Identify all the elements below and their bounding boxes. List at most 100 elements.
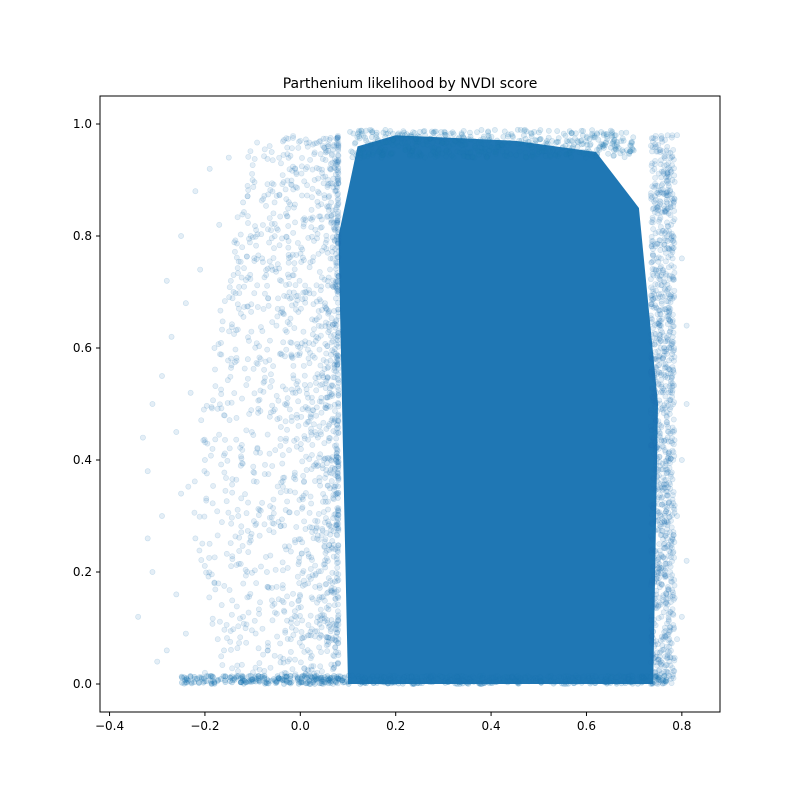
scatter-point [333, 458, 340, 465]
scatter-point [218, 386, 225, 393]
scatter-point [335, 652, 342, 658]
scatter-point [315, 322, 322, 329]
scatter-point [277, 309, 284, 316]
scatter-point [243, 427, 250, 434]
scatter-point [667, 149, 674, 156]
scatter-point [652, 295, 658, 301]
scatter-point [333, 453, 340, 460]
scatter-point [260, 651, 267, 658]
scatter-point [313, 524, 320, 530]
scatter-point [239, 543, 246, 549]
scatter-point [648, 243, 655, 250]
scatter-point [261, 521, 268, 528]
scatter-point [651, 527, 658, 534]
scatter-point [299, 582, 306, 589]
scatter-point [608, 673, 615, 680]
scatter-point [335, 144, 342, 151]
scatter-point [648, 142, 654, 149]
scatter-point [659, 267, 666, 274]
scatter-point [308, 466, 315, 472]
scatter-point [663, 600, 669, 606]
scatter-point [281, 311, 287, 318]
scatter-point [206, 569, 213, 576]
scatter-point [201, 562, 208, 569]
scatter-point [328, 417, 335, 424]
scatter-point [229, 597, 236, 604]
scatter-point [290, 362, 297, 369]
scatter-point [335, 353, 342, 359]
scatter-point [661, 235, 668, 242]
scatter-point [310, 535, 317, 542]
scatter-point [670, 245, 677, 251]
scatter-point [290, 590, 296, 597]
scatter-point [332, 283, 339, 289]
scatter-point [294, 351, 301, 358]
scatter-point [240, 580, 247, 587]
scatter-point [653, 659, 660, 666]
scatter-point [657, 637, 664, 644]
scatter-point [292, 656, 298, 663]
scatter-point [282, 386, 289, 393]
scatter-point [326, 203, 333, 210]
scatter-point [313, 404, 320, 411]
scatter-point [257, 599, 263, 606]
scatter-point [654, 444, 660, 450]
scatter-point [261, 192, 268, 199]
scatter-point [298, 679, 305, 686]
scatter-point [652, 447, 659, 454]
scatter-point [322, 581, 329, 588]
scatter-point [333, 187, 340, 194]
scatter-point [312, 374, 319, 381]
scatter-point [651, 578, 658, 585]
scatter-point [653, 444, 660, 451]
scatter-point [326, 455, 333, 462]
x-tick-label: 0.6 [577, 719, 596, 733]
scatter-point [261, 668, 268, 674]
scatter-point [246, 593, 253, 600]
scatter-point [655, 295, 661, 301]
scatter-point [335, 527, 342, 534]
scatter-point [656, 671, 663, 678]
scatter-point [287, 548, 294, 555]
scatter-point [302, 217, 309, 224]
scatter-point [657, 332, 664, 338]
scatter-point [333, 622, 340, 629]
scatter-point [278, 160, 284, 167]
scatter-point [310, 663, 317, 669]
scatter-point [542, 148, 549, 154]
scatter-point [324, 620, 331, 626]
scatter-point [259, 255, 266, 262]
scatter-point [659, 293, 666, 300]
scatter-point [666, 309, 672, 316]
scatter-point [334, 470, 341, 477]
scatter-point [265, 584, 272, 591]
scatter-point [661, 680, 668, 687]
scatter-point [307, 413, 314, 420]
scatter-point [278, 671, 285, 678]
scatter-point [665, 245, 672, 252]
scatter-point [542, 153, 549, 159]
scatter-point [321, 455, 328, 462]
scatter-point [662, 545, 669, 551]
scatter-point [501, 128, 508, 135]
scatter-point [295, 292, 301, 299]
scatter-point [301, 178, 308, 185]
scatter-point [671, 178, 678, 185]
scatter-point [663, 668, 670, 675]
scatter-point [237, 679, 244, 686]
scatter-point [667, 662, 674, 669]
scatter-point [666, 465, 673, 471]
scatter-point [389, 149, 396, 156]
scatter-point [652, 200, 659, 207]
scatter-point [651, 401, 658, 407]
scatter-point [670, 237, 677, 244]
scatter-point [321, 544, 328, 551]
scatter-point [298, 446, 304, 453]
scatter-point [256, 343, 262, 350]
scatter-point [365, 151, 372, 158]
scatter-point [656, 574, 662, 581]
scatter-point [334, 362, 341, 369]
scatter-point [317, 213, 324, 220]
scatter-point [335, 675, 341, 682]
x-tick-label: 0.4 [482, 719, 501, 733]
